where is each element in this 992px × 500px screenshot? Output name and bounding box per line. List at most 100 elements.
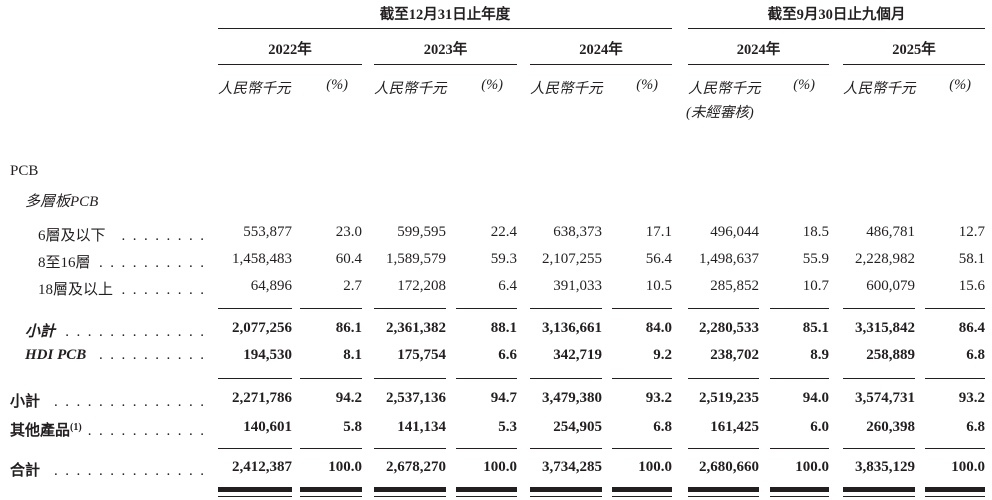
amount-cell: 141,134 — [397, 419, 446, 435]
total-double-rule-thick — [218, 487, 292, 492]
total-double-rule-thick — [456, 487, 517, 492]
percent-cell: 94.7 — [490, 390, 517, 406]
amount-cell: 258,889 — [866, 347, 915, 363]
percent-cell: 2.7 — [343, 278, 362, 294]
subtotal-rule — [218, 448, 292, 449]
total-double-rule-thin — [612, 496, 672, 497]
dot-leader: . . . . . . . . . . . — [87, 423, 204, 439]
percent-cell: 10.7 — [802, 278, 829, 294]
total-double-rule-thin — [300, 496, 362, 497]
unit-amount-label: 人民幣千元 — [218, 81, 291, 97]
percent-cell: 86.1 — [335, 320, 362, 336]
row-label-text: 8至16層 — [38, 255, 91, 271]
row-label: 小計 . . . . . . . . . . . . . . — [10, 390, 204, 411]
year-rule — [530, 64, 672, 65]
amount-cell: 238,702 — [710, 347, 759, 363]
subtotal-rule — [374, 448, 446, 449]
percent-cell: 100.0 — [328, 459, 362, 475]
subtotal-rule — [374, 308, 446, 309]
unit-percent-label: (%) — [793, 77, 815, 93]
subtotal-rule — [925, 448, 985, 449]
amount-cell: 2,228,982 — [855, 251, 915, 267]
percent-cell: 94.0 — [802, 390, 829, 406]
row-label-text: HDI PCB — [25, 347, 87, 363]
dot-leader: . . . . . . . . . . — [99, 255, 204, 271]
percent-cell: 60.4 — [335, 251, 362, 267]
row-label-text: 小計 — [25, 324, 56, 340]
subtotal-rule — [456, 308, 517, 309]
amount-cell: 260,398 — [866, 419, 915, 435]
group-rule — [218, 28, 672, 29]
subtotal-rule — [218, 308, 292, 309]
percent-cell: 8.1 — [343, 347, 362, 363]
amount-cell: 285,852 — [710, 278, 759, 294]
subtotal-rule — [688, 378, 759, 379]
year-header: 2023年 — [423, 42, 468, 58]
amount-cell: 3,479,380 — [542, 390, 602, 406]
row-label: 多層板PCB — [25, 190, 98, 211]
total-double-rule-thick — [925, 487, 985, 492]
subtotal-rule — [770, 448, 829, 449]
row-label: 8至16層 . . . . . . . . . . — [38, 251, 204, 272]
amount-cell: 2,678,270 — [386, 459, 446, 475]
subtotal-rule — [770, 378, 829, 379]
percent-cell: 58.1 — [958, 251, 985, 267]
row-label: HDI PCB . . . . . . . . . . — [25, 347, 204, 364]
subtotal-rule — [218, 378, 292, 379]
subtotal-rule — [612, 308, 672, 309]
subtotal-rule — [925, 378, 985, 379]
percent-cell: 18.5 — [802, 224, 829, 240]
unit-amount-label: 人民幣千元 — [843, 81, 916, 97]
year-rule — [374, 64, 517, 65]
year-rule — [843, 64, 985, 65]
subtotal-rule — [456, 378, 517, 379]
subtotal-rule — [530, 378, 602, 379]
percent-cell: 6.8 — [653, 419, 672, 435]
subtotal-rule — [612, 378, 672, 379]
percent-cell: 94.2 — [335, 390, 362, 406]
percent-cell: 100.0 — [638, 459, 672, 475]
footnote-marker: (1) — [70, 422, 82, 433]
amount-cell: 161,425 — [710, 419, 759, 435]
subtotal-rule — [530, 448, 602, 449]
amount-cell: 64,896 — [250, 278, 292, 294]
total-double-rule-thin — [770, 496, 829, 497]
total-double-rule-thin — [688, 496, 759, 497]
percent-cell: 9.2 — [653, 347, 672, 363]
row-label: PCB — [10, 163, 38, 180]
total-double-rule-thin — [925, 496, 985, 497]
row-label-text: 合計 — [10, 463, 41, 479]
dot-leader: . . . . . . . . . . — [99, 347, 204, 363]
percent-cell: 6.6 — [498, 347, 517, 363]
subtotal-rule — [612, 448, 672, 449]
amount-cell: 140,601 — [243, 419, 292, 435]
percent-cell: 5.3 — [498, 419, 517, 435]
percent-cell: 15.6 — [958, 278, 985, 294]
row-label: 6層及以下 . . . . . . . . — [38, 224, 204, 245]
total-double-rule-thick — [770, 487, 829, 492]
percent-cell: 6.8 — [966, 347, 985, 363]
unit-percent-label: (%) — [949, 77, 971, 93]
year-header: 2025年 — [892, 42, 936, 58]
percent-cell: 8.9 — [810, 347, 829, 363]
percent-cell: 88.1 — [490, 320, 517, 336]
row-label-text: 6層及以下 — [38, 228, 106, 244]
percent-cell: 84.0 — [645, 320, 672, 336]
total-double-rule-thick — [612, 487, 672, 492]
amount-cell: 2,271,786 — [232, 390, 292, 406]
amount-cell: 2,412,387 — [232, 459, 292, 475]
subtotal-rule — [300, 308, 362, 309]
amount-cell: 2,107,255 — [542, 251, 602, 267]
unit-percent-label: (%) — [326, 77, 348, 93]
row-label: 小計 . . . . . . . . . . . . . — [25, 320, 204, 341]
percent-cell: 23.0 — [335, 224, 362, 240]
unit-percent-label: (%) — [481, 77, 503, 93]
percent-cell: 22.4 — [490, 224, 517, 240]
subtotal-rule — [843, 448, 915, 449]
total-double-rule-thin — [456, 496, 517, 497]
amount-cell: 553,877 — [243, 224, 292, 240]
subtotal-rule — [456, 448, 517, 449]
amount-cell: 3,574,731 — [855, 390, 915, 406]
percent-cell: 6.8 — [966, 419, 985, 435]
amount-cell: 486,781 — [866, 224, 915, 240]
